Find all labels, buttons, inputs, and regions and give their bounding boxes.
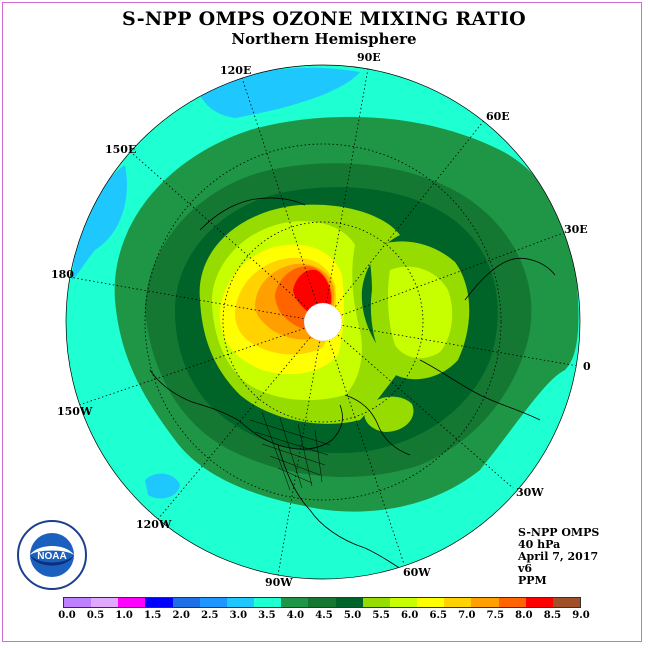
legend-tick-label: 8.5 — [543, 610, 562, 621]
info-units: PPM — [518, 574, 547, 587]
lon-label-150w: 150W — [57, 405, 93, 418]
legend-swatch — [226, 598, 255, 607]
legend-tick-label: 0.0 — [58, 610, 76, 621]
legend-tick-label: 4.5 — [315, 610, 333, 621]
us-state-borders — [249, 411, 331, 491]
legend-swatch — [552, 598, 580, 607]
legend-tick-labels: 0.0 0.5 1.0 1.5 2.0 2.5 3.0 3.5 4.0 4.5 5.0 5.5 6.0 6… — [0, 610, 648, 624]
legend-swatch — [118, 598, 146, 607]
info-block: S-NPP OMPS 40 hPa April 7, 2017 v6 PPM — [518, 527, 599, 587]
legend-swatch — [362, 598, 390, 607]
legend-swatch — [389, 598, 418, 607]
legend-swatch — [254, 598, 282, 607]
legend-tick-label: 4.0 — [286, 610, 305, 621]
lon-label-180: 180 — [51, 268, 74, 281]
plot-frame — [2, 2, 642, 642]
legend-tick-label: 0.5 — [86, 610, 105, 621]
lon-label-60e: 60E — [486, 110, 510, 123]
legend-swatch — [199, 598, 227, 607]
legend-swatch — [471, 598, 499, 607]
ozone-field-3.5-west — [72, 165, 127, 280]
legend-tick-label: 2.0 — [172, 610, 190, 621]
map-title: S-NPP OMPS OZONE MIXING RATIO — [121, 8, 527, 30]
lon-label-0: 0 — [583, 360, 591, 373]
info-version: v6 — [518, 562, 533, 575]
lon-label-150e: 150E — [105, 143, 137, 156]
legend-tick-label: 2.5 — [201, 610, 219, 621]
lon-label-90w: 90W — [265, 576, 293, 589]
legend-swatch — [498, 598, 526, 607]
legend-swatch — [281, 598, 309, 607]
noaa-logo: NOAA — [17, 520, 87, 590]
ozone-field-3.5-north — [200, 67, 360, 118]
graticule — [68, 65, 579, 576]
legend-tick-label: 5.5 — [372, 610, 390, 621]
legend-tick-label: 1.5 — [143, 610, 162, 621]
ozone-field-6.0-blob — [364, 396, 414, 432]
map-subtitle: Northern Hemisphere — [231, 30, 417, 48]
legend-tick-label: 8.0 — [515, 610, 533, 621]
legend-tick-label: 9.0 — [572, 610, 590, 621]
polar-no-data-disk — [303, 302, 343, 342]
legend-swatch — [64, 598, 92, 607]
legend-tick-label: 7.0 — [458, 610, 476, 621]
legend-tick-label: 7.5 — [486, 610, 505, 621]
legend-swatch — [172, 598, 200, 607]
hemisphere-boundary — [65, 64, 581, 580]
legend-swatch — [308, 598, 336, 607]
legend-tick-label: 6.5 — [429, 610, 447, 621]
legend-swatch — [145, 598, 173, 607]
lon-label-120w: 120W — [136, 518, 172, 531]
legend-tick-label: 1.0 — [115, 610, 133, 621]
lon-label-30w: 30W — [516, 486, 544, 499]
lon-label-120e: 120E — [220, 64, 252, 77]
lon-label-30e: 30E — [564, 223, 588, 236]
legend-swatch — [444, 598, 472, 607]
legend-swatch — [335, 598, 363, 607]
legend-swatch — [417, 598, 445, 607]
coastlines — [149, 197, 556, 576]
lon-label-60w: 60W — [403, 566, 431, 579]
legend-swatch — [525, 598, 553, 607]
legend-tick-label: 5.0 — [343, 610, 362, 621]
info-level: 40 hPa — [518, 538, 561, 551]
legend-tick-label: 3.0 — [229, 610, 248, 621]
info-product: S-NPP OMPS — [518, 526, 600, 539]
lon-label-90e: 90E — [357, 51, 381, 64]
logo-text: NOAA — [37, 551, 66, 562]
color-legend — [63, 597, 581, 608]
ozone-field-6.5-east — [387, 266, 453, 359]
legend-tick-label: 3.5 — [258, 610, 276, 621]
legend-swatch — [91, 598, 119, 607]
legend-tick-label: 6.0 — [400, 610, 419, 621]
info-date: April 7, 2017 — [518, 550, 599, 563]
ozone-field-3.5-sw — [145, 473, 180, 499]
